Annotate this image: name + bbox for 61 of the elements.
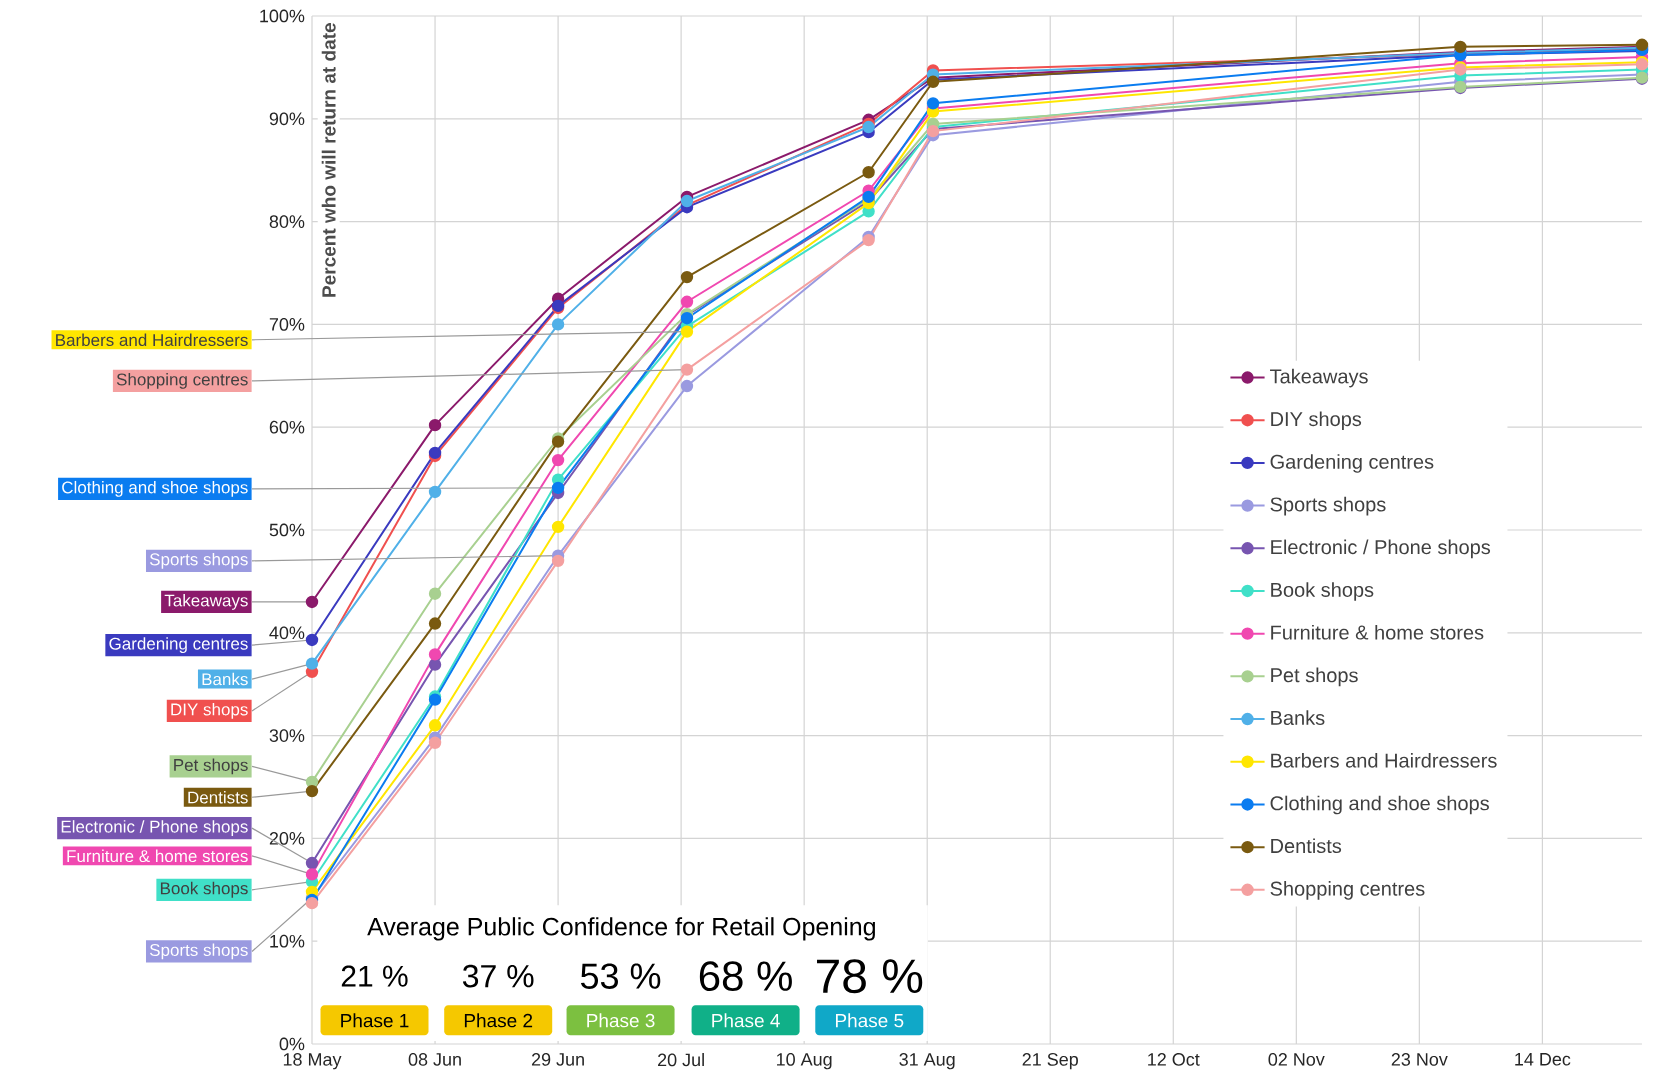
annotation: Gardening centres (109, 637, 248, 654)
y-tick-label: 70% (269, 318, 305, 331)
legend-label: DIY shops (1271, 411, 1362, 431)
annotation: Phase 2 (464, 1013, 533, 1028)
annotation: Phase 5 (835, 1013, 904, 1028)
annotation: Electronic / Phone shops (61, 820, 248, 837)
annotation: Banks (202, 672, 248, 686)
legend-label: Gardening centres (1270, 454, 1434, 473)
legend-label: Takeaways (1270, 368, 1368, 388)
y-tick-label: 80% (269, 215, 305, 228)
annotation: 53 % (580, 963, 661, 989)
y-tick-label: 40% (269, 626, 305, 640)
annotation: Average Public Confidence for Retail Opening (367, 917, 875, 941)
annotation: Furniture & home stores (67, 849, 248, 863)
legend-label: Dentists (1271, 838, 1342, 854)
annotation: 37 % (462, 964, 534, 988)
annotation: Phase 4 (712, 1013, 780, 1028)
y-tick-label: 30% (269, 729, 305, 742)
legend-label: Pet shops (1271, 667, 1358, 687)
legend-label: Banks (1271, 710, 1325, 725)
x-tick-label: 18 May (283, 1053, 342, 1070)
legend-label: Shopping centres (1270, 881, 1425, 900)
x-tick-label: 31 Aug (899, 1053, 955, 1070)
x-tick-label: 23 Nov (1391, 1053, 1448, 1066)
y-tick-label: 60% (269, 420, 305, 434)
annotation: Book shops (160, 881, 248, 898)
annotation: Shopping centres (116, 373, 248, 389)
legend-label: Furniture & home stores (1271, 624, 1484, 640)
annotation: Clothing and shoe shops (62, 480, 248, 497)
legend-label: Electronic / Phone shops (1271, 539, 1491, 559)
y-axis-title: Percent who will return at date (321, 23, 336, 297)
annotation: Phase 3 (587, 1013, 655, 1028)
legend-label: Sports shops (1270, 496, 1386, 516)
x-tick-label: 02 Nov (1268, 1053, 1325, 1066)
x-tick-label: 08 Jun (408, 1053, 461, 1066)
x-tick-label: 14 Dec (1515, 1053, 1571, 1066)
annotation: Phase 1 (341, 1013, 409, 1028)
annotation: Dentists (188, 791, 248, 804)
legend-label: Clothing and shoe shops (1270, 795, 1489, 815)
annotation: 78 % (817, 959, 923, 994)
annotation: Pet shops (174, 758, 248, 775)
legend-label: Book shops (1271, 582, 1374, 601)
annotation: Sports shops (149, 552, 248, 569)
annotation: Sports shops (149, 943, 248, 960)
y-tick-label: 50% (269, 523, 305, 537)
y-tick-label: 90% (269, 112, 305, 126)
annotation: Barbers and Hairdressers (56, 333, 248, 347)
x-tick-label: 12 Oct (1148, 1053, 1200, 1066)
annotation: Takeaways (164, 594, 248, 610)
x-tick-label: 20 Jul (658, 1053, 704, 1067)
x-tick-label: 21 Sep (1022, 1053, 1078, 1070)
y-tick-label: 10% (270, 934, 305, 948)
y-tick-label: 20% (269, 832, 305, 845)
x-tick-label: 10 Aug (777, 1053, 832, 1070)
annotation: 68 % (699, 961, 792, 992)
legend-label: Barbers and Hairdressers (1271, 753, 1497, 768)
annotation: DIY shops (171, 702, 248, 719)
y-tick-label: 0% (279, 1037, 305, 1051)
x-tick-label: 29 Jun (531, 1053, 584, 1066)
annotation: 21 % (341, 965, 408, 987)
y-tick-label: 100% (260, 9, 305, 23)
